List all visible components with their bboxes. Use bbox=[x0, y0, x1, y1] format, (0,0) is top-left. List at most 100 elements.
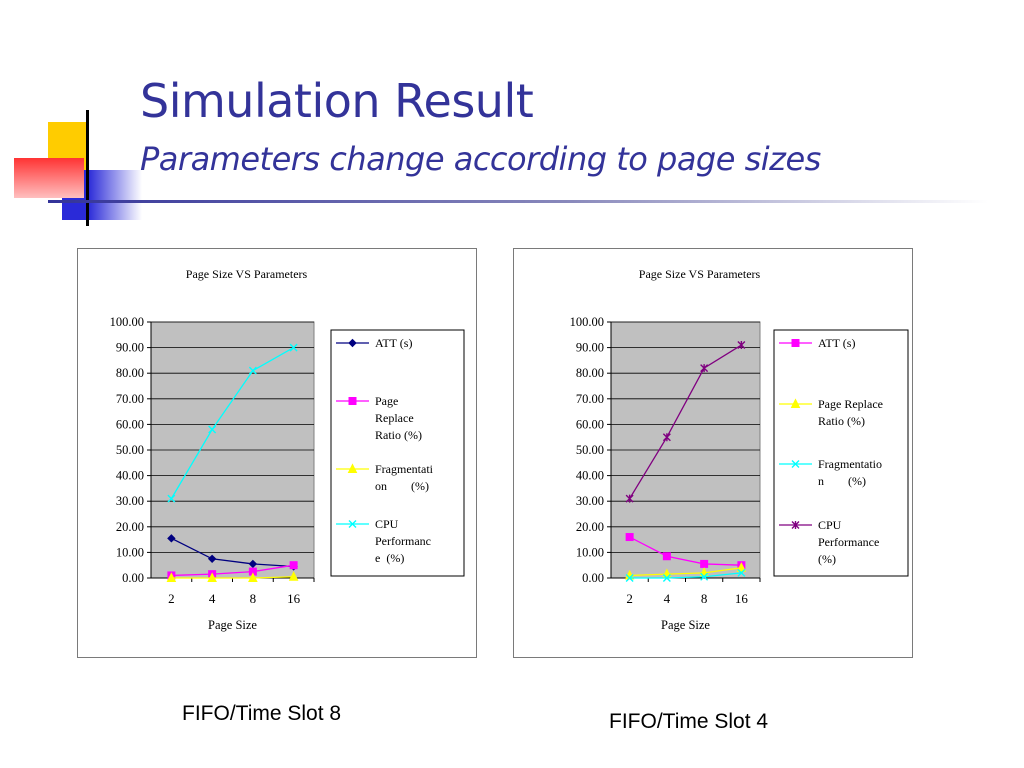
y-tick-label: 70.00 bbox=[116, 392, 144, 406]
legend-box bbox=[773, 329, 909, 577]
chart-right: Page Size VS Parameters 0.00 10.00 20.00 30.… bbox=[570, 267, 909, 632]
data-point bbox=[737, 341, 746, 350]
data-point bbox=[700, 364, 709, 373]
y-tick-label: 60.00 bbox=[576, 417, 604, 431]
legend-label: (%) bbox=[818, 552, 836, 566]
legend-label: CPU bbox=[375, 517, 399, 531]
x-tick-label: 2 bbox=[626, 591, 633, 606]
data-point bbox=[167, 494, 176, 503]
data-point bbox=[248, 572, 258, 582]
legend-label: Fragmentatio bbox=[818, 457, 882, 471]
y-tick-label: 80.00 bbox=[116, 366, 144, 380]
legend-swatch-marker bbox=[790, 398, 801, 408]
chart-title: Page Size VS Parameters bbox=[186, 267, 308, 281]
legend-label: ATT (s) bbox=[818, 336, 855, 350]
y-tick-label: 70.00 bbox=[576, 392, 604, 406]
data-point bbox=[662, 574, 671, 582]
decor-red-bar bbox=[14, 158, 84, 198]
y-tick-label: 30.00 bbox=[116, 494, 144, 508]
legend-label: e (%) bbox=[375, 551, 404, 565]
legend-label: Performance bbox=[818, 535, 879, 549]
data-point bbox=[289, 343, 298, 352]
data-point bbox=[625, 533, 634, 542]
x-tick-label: 16 bbox=[287, 591, 301, 606]
legend-label: Ratio (%) bbox=[818, 414, 865, 428]
y-tick-label: 20.00 bbox=[116, 520, 144, 534]
x-axis-label: Page Size bbox=[208, 618, 257, 632]
y-tick-label: 0.00 bbox=[122, 571, 144, 585]
chart-panel-left: Page Size VS Parameters 0.00 10.00 20.00 30.… bbox=[77, 248, 477, 658]
y-tick-label: 20.00 bbox=[576, 520, 604, 534]
caption-right: FIFO/Time Slot 4 bbox=[609, 710, 769, 733]
series-line bbox=[629, 536, 742, 566]
y-tick-label: 50.00 bbox=[576, 443, 604, 457]
caption-left: FIFO/Time Slot 8 bbox=[182, 702, 342, 725]
data-point bbox=[625, 494, 634, 503]
legend-label: ATT (s) bbox=[375, 336, 412, 350]
data-point bbox=[662, 433, 671, 442]
y-tick-label: 90.00 bbox=[116, 341, 144, 355]
legend-swatch-marker bbox=[791, 339, 800, 347]
y-tick-label: 60.00 bbox=[116, 417, 144, 431]
legend-label: Fragmentati bbox=[375, 462, 434, 476]
y-tick-label: 90.00 bbox=[576, 341, 604, 355]
series-line bbox=[171, 564, 294, 577]
data-point bbox=[737, 568, 746, 577]
series-line bbox=[171, 576, 294, 579]
x-tick-label: 4 bbox=[209, 591, 216, 606]
data-point bbox=[208, 425, 217, 434]
y-tick-label: 100.00 bbox=[570, 315, 604, 329]
y-tick-label: 50.00 bbox=[116, 443, 144, 457]
legend-label: Page bbox=[375, 394, 398, 408]
legend-swatch-marker bbox=[348, 397, 357, 405]
legend-swatch-marker bbox=[791, 460, 800, 468]
x-tick-label: 8 bbox=[250, 591, 257, 606]
y-tick-label: 80.00 bbox=[576, 366, 604, 380]
decor-blue-fade bbox=[88, 170, 142, 220]
x-tick-label: 4 bbox=[664, 591, 671, 606]
data-point bbox=[662, 552, 671, 561]
page-title: Simulation Result bbox=[140, 74, 534, 128]
data-point bbox=[167, 534, 176, 543]
y-tick-label: 100.00 bbox=[110, 315, 144, 329]
legend-label: CPU bbox=[818, 518, 842, 532]
x-tick-label: 16 bbox=[735, 591, 749, 606]
decor-vertical-line bbox=[86, 110, 89, 226]
legend-label: n (%) bbox=[818, 474, 866, 488]
series-line bbox=[629, 344, 742, 499]
data-point bbox=[207, 572, 217, 582]
data-point bbox=[625, 574, 634, 582]
series-line bbox=[629, 572, 742, 579]
y-tick-label: 10.00 bbox=[116, 545, 144, 559]
chart-title: Page Size VS Parameters bbox=[639, 267, 761, 281]
x-axis-label: Page Size bbox=[661, 618, 710, 632]
legend-label: Replace bbox=[375, 411, 414, 425]
data-point bbox=[289, 561, 298, 570]
legend-label: Performanc bbox=[375, 534, 431, 548]
chart-left: Page Size VS Parameters 0.00 10.00 20.00 30.… bbox=[110, 267, 465, 632]
legend-swatch-marker bbox=[791, 521, 800, 529]
x-tick-label: 8 bbox=[701, 591, 708, 606]
data-point bbox=[736, 562, 747, 572]
legend-swatch-marker bbox=[347, 463, 358, 473]
chart-panel-right: Page Size VS Parameters 0.00 10.00 20.00 30.… bbox=[513, 248, 913, 658]
series-line bbox=[170, 347, 294, 499]
data-point bbox=[248, 366, 257, 375]
y-tick-label: 30.00 bbox=[576, 494, 604, 508]
data-point bbox=[207, 554, 217, 564]
data-point bbox=[166, 572, 177, 582]
legend-label: Ratio (%) bbox=[375, 428, 422, 442]
legend-swatch-marker bbox=[348, 520, 357, 528]
title-divider bbox=[48, 200, 988, 203]
series-line bbox=[171, 537, 294, 568]
y-tick-label: 40.00 bbox=[576, 469, 604, 483]
y-tick-label: 10.00 bbox=[576, 545, 604, 559]
data-point bbox=[700, 559, 709, 568]
data-point bbox=[700, 572, 709, 581]
data-point bbox=[288, 571, 299, 581]
legend-label: Page Replace bbox=[818, 397, 883, 411]
y-tick-label: 40.00 bbox=[116, 469, 144, 483]
y-tick-label: 0.00 bbox=[582, 571, 604, 585]
legend-label: on (%) bbox=[375, 479, 429, 493]
data-point bbox=[248, 559, 258, 569]
